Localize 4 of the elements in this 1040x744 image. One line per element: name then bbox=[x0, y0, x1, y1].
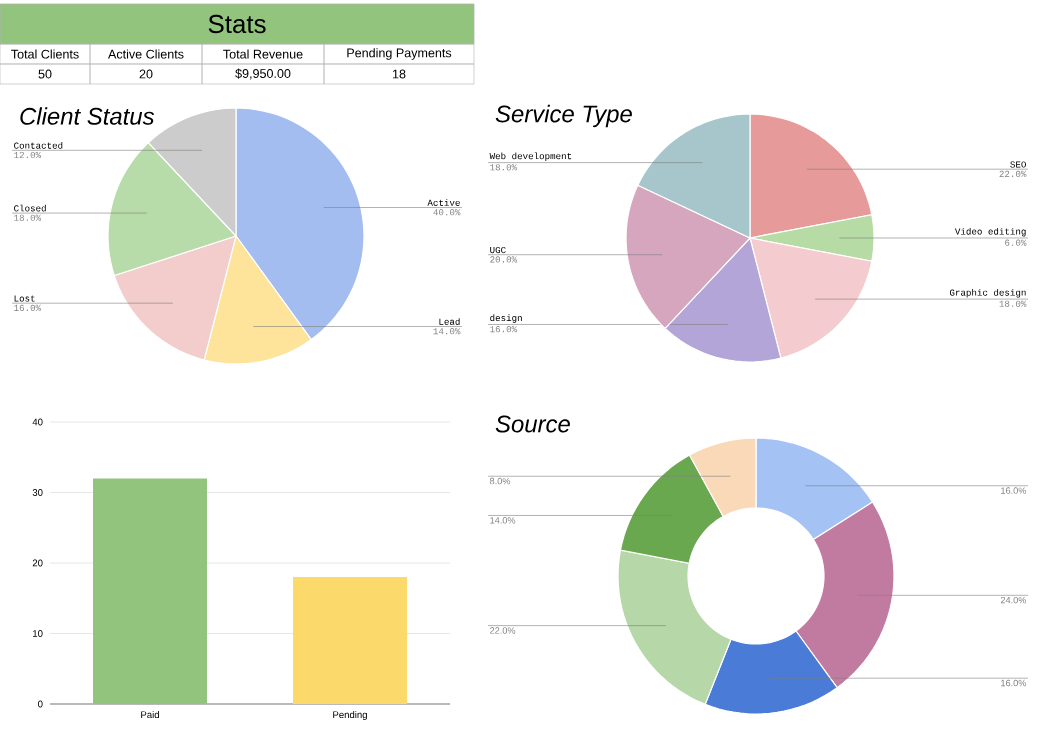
text: Stats bbox=[208, 14, 266, 34]
chart-title: Service Type bbox=[495, 104, 632, 128]
chart-title: Source bbox=[495, 415, 570, 433]
chart-title: Client Status bbox=[20, 107, 155, 125]
